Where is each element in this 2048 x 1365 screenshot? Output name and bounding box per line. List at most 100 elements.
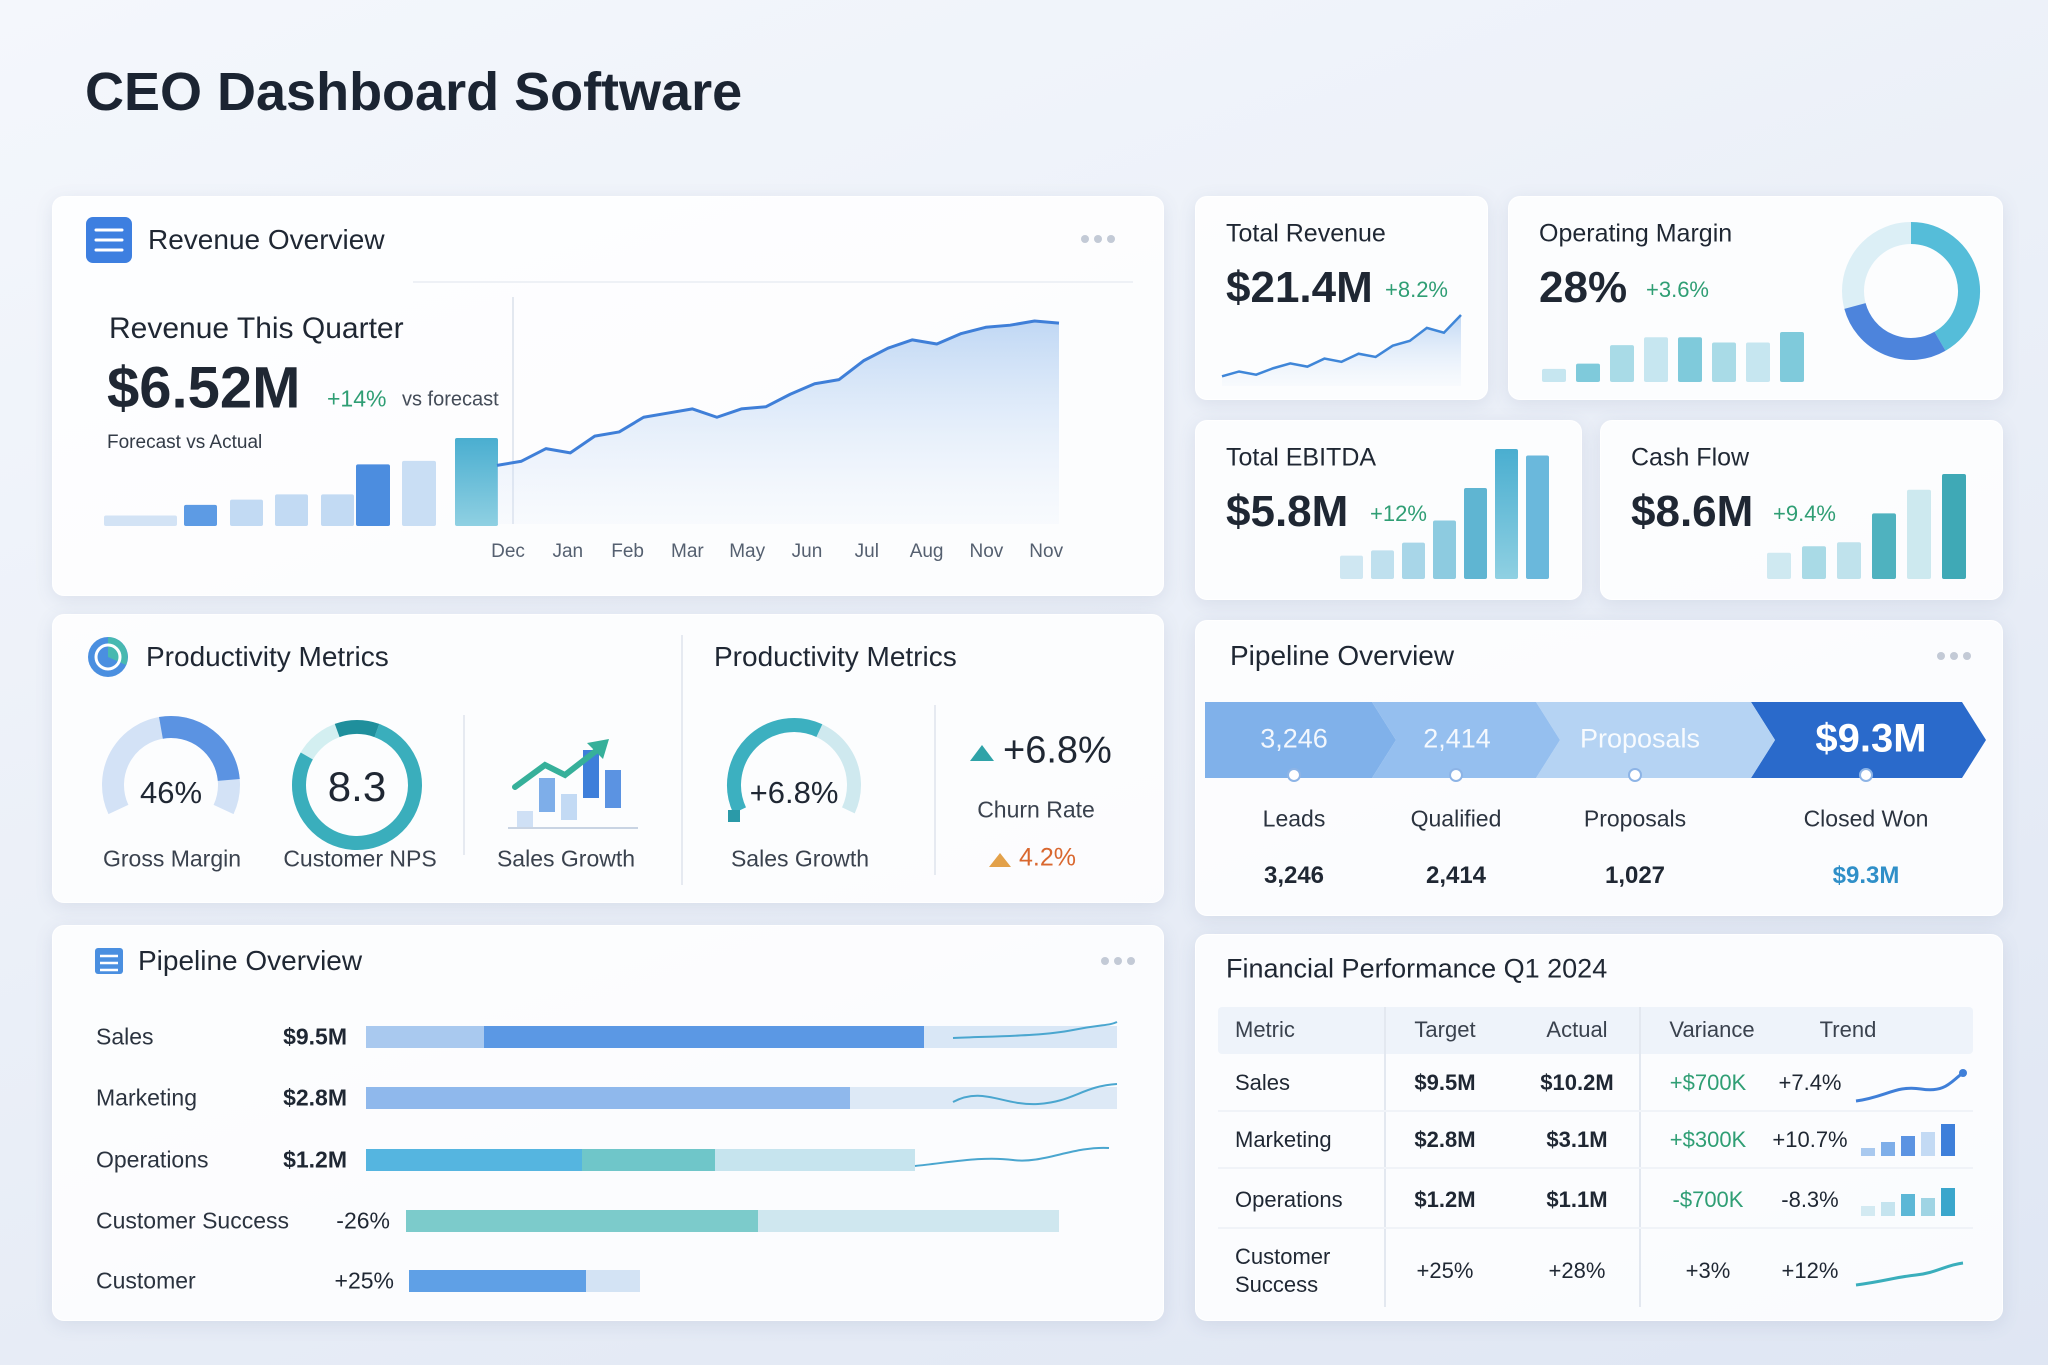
trend-icon (1901, 1136, 1915, 1156)
row-value: +25% (334, 1267, 394, 1294)
change-note: vs forecast (402, 388, 499, 411)
gauge-end (728, 810, 740, 822)
revenue-overview-card: Revenue Overview Revenue This Quarter $6.5… (52, 196, 1164, 596)
bar (1576, 363, 1600, 382)
bar (402, 460, 436, 526)
x-tick-label: Nov (1029, 541, 1064, 562)
bar (184, 504, 217, 526)
row-value: $9.5M (283, 1023, 347, 1050)
stage-name: Proposals (1583, 805, 1687, 832)
row-label: Customer Success (96, 1207, 290, 1234)
card-title: Revenue Overview (148, 224, 385, 255)
kpi-value: $21.4M (1226, 263, 1373, 312)
sparkline (952, 1021, 1118, 1039)
bar (1340, 555, 1363, 579)
column-header: Actual (1546, 1017, 1608, 1042)
trend-icon (1881, 1202, 1895, 1216)
x-tick-label: Aug (909, 541, 944, 562)
card-title: Productivity Metrics (714, 641, 957, 672)
icon (95, 948, 123, 974)
trend-icon (1959, 1069, 1967, 1077)
area-fill (497, 321, 1059, 524)
bar (230, 499, 263, 526)
gauge-label: Customer NPS (283, 845, 437, 872)
trend-icon (1901, 1194, 1915, 1216)
bar (1542, 368, 1566, 382)
kpi-title: Operating Margin (1539, 219, 1733, 248)
row-value: $1.2M (283, 1146, 347, 1173)
table-cell: +7.4% (1778, 1070, 1842, 1095)
table-cell: -$700K (1672, 1187, 1744, 1212)
funnel-stage (1536, 702, 1775, 778)
gauge-fill (727, 718, 823, 814)
stage-dot (1859, 768, 1873, 782)
bar (455, 438, 498, 526)
bar-segment (409, 1270, 586, 1292)
funnel-stage (1751, 702, 1986, 778)
metric-label: Churn Rate (977, 796, 1095, 823)
bar (1767, 552, 1791, 579)
bar-segment (366, 1087, 850, 1109)
row-value: $2.8M (283, 1084, 347, 1111)
bar-segment (366, 1149, 582, 1171)
card-graphics (1767, 474, 1966, 579)
kpi-value: $6.52M (107, 355, 301, 421)
trend-icon (1855, 1071, 1964, 1103)
kpi-value: $8.6M (1631, 487, 1754, 536)
table-cell: +25% (1416, 1258, 1474, 1283)
more-icon (1963, 652, 1971, 660)
more-icon (1107, 235, 1115, 243)
x-tick-label: Mar (671, 541, 704, 562)
trend-icon (1861, 1148, 1875, 1156)
sparkline (914, 1146, 1110, 1167)
kpi-value: $5.8M (1226, 487, 1349, 536)
table-cell: $10.2M (1540, 1070, 1614, 1095)
operating-margin-card: Operating Margin 28% +3.6% (1508, 196, 2003, 400)
gauge-fill (159, 716, 240, 782)
bar (1495, 449, 1518, 579)
gauge-label: Sales Growth (730, 845, 870, 872)
up-icon (989, 853, 1011, 867)
bar (275, 494, 308, 526)
pipeline-departments-card: Pipeline Overview Sales $9.5M Marketing $2.8… (52, 925, 1164, 1321)
bar-segment (924, 1026, 1117, 1048)
table-cell: Marketing (1235, 1127, 1332, 1152)
icon (94, 643, 122, 671)
card-graphics (88, 635, 1011, 885)
kpi-title: Total Revenue (1226, 219, 1386, 248)
table-cell: $2.8M (1414, 1127, 1476, 1152)
bar-segment (586, 1270, 640, 1292)
bar (1371, 550, 1394, 579)
more-icon (1094, 235, 1102, 243)
bar (1644, 337, 1668, 382)
table-cell: +10.7% (1772, 1127, 1848, 1152)
row-value: -26% (336, 1207, 390, 1234)
kpi-change: +14% (327, 385, 387, 412)
donut-arc (1844, 302, 1946, 360)
kpi-change: +12% (1370, 501, 1427, 526)
column-header: Variance (1669, 1017, 1755, 1042)
table-cell: +28% (1548, 1258, 1606, 1283)
bar (1746, 342, 1770, 382)
x-tick-label: Jul (854, 541, 879, 562)
card-title: Pipeline Overview (1230, 640, 1455, 671)
bar (1433, 520, 1456, 579)
bar-segment (850, 1087, 1117, 1109)
up-icon (970, 745, 994, 761)
trend-icon (1921, 1198, 1935, 1216)
total-revenue-card: Total Revenue $21.4M +8.2% (1195, 196, 1488, 400)
ring-fill (334, 720, 380, 738)
table-cell: +$700K (1669, 1070, 1747, 1095)
bar-segment (715, 1149, 915, 1171)
row-label: Customer (96, 1267, 196, 1294)
bar (1837, 542, 1861, 579)
x-tick-label: Dec (491, 541, 525, 562)
bar (1872, 513, 1896, 579)
stage-name: Qualified (1410, 805, 1502, 832)
trend-icon (1921, 1132, 1935, 1156)
card-title: Pipeline Overview (138, 945, 363, 976)
table-cell: $9.5M (1414, 1070, 1476, 1095)
card-graphics (86, 217, 1133, 526)
subtitle: Revenue This Quarter (109, 312, 404, 345)
table-cell: $3.1M (1546, 1127, 1608, 1152)
